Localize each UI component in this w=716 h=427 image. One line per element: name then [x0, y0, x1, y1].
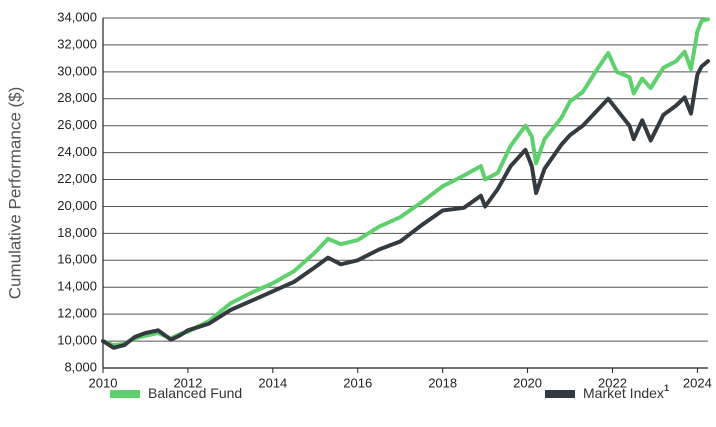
x-tick-label: 2012 — [173, 375, 202, 390]
y-tick-label: 30,000 — [57, 63, 97, 78]
x-tick-label: 2024 — [683, 375, 712, 390]
y-tick-label: 32,000 — [57, 36, 97, 51]
x-tick-label: 2020 — [513, 375, 542, 390]
x-tick-label: 2010 — [89, 375, 118, 390]
y-tick-label: 14,000 — [57, 279, 97, 294]
legend-name: Market Index — [583, 385, 664, 401]
legend-swatch — [110, 390, 140, 398]
x-tick-label: 2018 — [428, 375, 457, 390]
y-tick-label: 26,000 — [57, 117, 97, 132]
y-tick-label: 8,000 — [64, 359, 97, 374]
y-tick-label: 16,000 — [57, 252, 97, 267]
x-tick-label: 2016 — [343, 375, 372, 390]
y-tick-label: 28,000 — [57, 90, 97, 105]
series-line — [101, 59, 710, 350]
y-tick-label: 24,000 — [57, 144, 97, 159]
y-tick-label: 10,000 — [57, 333, 97, 348]
y-axis-label: Cumulative Performance ($) — [5, 87, 24, 300]
legend-swatch — [545, 390, 575, 398]
y-tick-label: 22,000 — [57, 171, 97, 186]
x-tick-label: 2014 — [258, 375, 287, 390]
y-tick-label: 20,000 — [57, 198, 97, 213]
series-line — [101, 17, 710, 348]
legend-footnote: 1 — [664, 383, 669, 393]
legend-label: Balanced Fund — [148, 385, 242, 401]
x-tick-label: 2022 — [598, 375, 627, 390]
y-tick-label: 12,000 — [57, 306, 97, 321]
legend-name: Balanced Fund — [148, 385, 242, 401]
legend-label: Market Index1 — [583, 383, 669, 400]
y-tick-label: 18,000 — [57, 225, 97, 240]
y-tick-label: 34,000 — [57, 9, 97, 24]
